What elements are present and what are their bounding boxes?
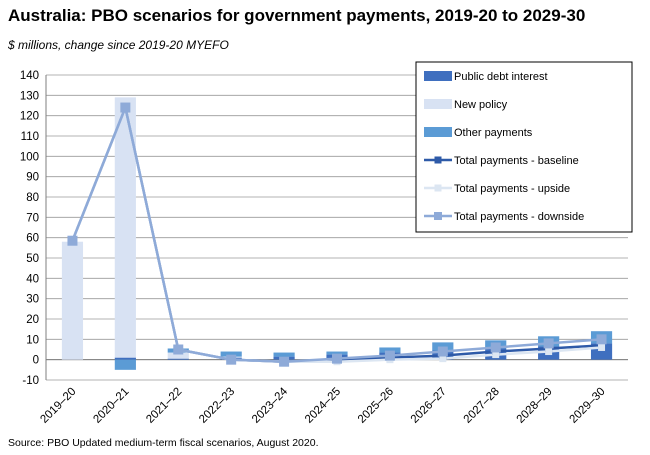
downside-marker <box>279 356 290 367</box>
downside-marker <box>120 102 131 113</box>
legend-label: New policy <box>454 99 508 111</box>
public-debt-interest-bar <box>114 357 136 360</box>
x-tick-label: 2019–20 <box>38 386 78 426</box>
source-note: Source: PBO Updated medium-term fiscal s… <box>8 437 319 449</box>
x-tick-label: 2025–26 <box>356 386 396 426</box>
y-tick-label: 40 <box>26 273 39 285</box>
y-tick-label: 90 <box>26 172 39 184</box>
y-tick-label: 100 <box>20 151 39 163</box>
chart-subtitle: $ millions, change since 2019-20 MYEFO <box>8 38 229 52</box>
y-tick-label: 110 <box>21 131 39 143</box>
upside-marker <box>598 343 606 351</box>
downside-marker <box>226 354 237 365</box>
y-tick-label: 60 <box>26 233 39 245</box>
x-tick-label: 2023–24 <box>250 385 291 426</box>
x-tick-label: 2028–29 <box>515 386 555 426</box>
legend-swatch-public-debt-interest-bar <box>424 71 452 81</box>
y-tick-label: 70 <box>26 212 39 224</box>
x-tick-label: 2021–22 <box>144 386 184 426</box>
new-policy-bar <box>167 352 189 359</box>
downside-marker <box>173 344 184 355</box>
y-tick-label: 50 <box>26 253 39 265</box>
y-tick-label: 120 <box>20 111 39 123</box>
y-axis: -10 0 10 20 30 40 50 60 70 80 90 100 110 120 130 140 <box>20 70 628 387</box>
downside-marker <box>490 342 501 353</box>
x-tick-label: 2029–30 <box>568 386 608 426</box>
x-tick-label: 2024–25 <box>303 386 343 426</box>
legend-swatch-new-policy-bar <box>424 99 452 109</box>
x-axis: 2019–20 2020–21 2021–22 2022–23 2023–24 2024–… <box>38 385 607 426</box>
x-tick-label: 2027–28 <box>462 386 502 426</box>
legend-swatch-other-payments-bar <box>424 127 452 137</box>
downside-marker <box>332 353 342 364</box>
public-debt-interest-bar <box>167 358 189 360</box>
other-payments-bar <box>273 352 295 357</box>
downside-marker <box>437 346 448 357</box>
upside-marker <box>492 351 500 359</box>
legend-label: Total payments - baseline <box>454 155 579 167</box>
legend-label: Total payments - downside <box>454 211 584 223</box>
legend-box <box>415 61 633 233</box>
other-payments-bar <box>432 342 454 351</box>
y-tick-label: -10 <box>22 375 39 387</box>
y-tick-label: 0 <box>33 355 39 367</box>
other-payments-bar <box>220 351 242 357</box>
y-tick-label: 80 <box>26 192 39 204</box>
legend: Public debt interest New policy Other paym… <box>415 61 633 233</box>
upside-marker <box>439 355 447 363</box>
x-tick-label: 2022–23 <box>197 386 237 426</box>
downside-marker <box>543 338 554 349</box>
y-tick-label: 20 <box>26 314 39 326</box>
chart-title: Australia: PBO scenarios for government … <box>8 6 586 25</box>
legend-marker-upside-line <box>434 184 442 192</box>
x-tick-label: 2026–27 <box>409 386 449 426</box>
downside-marker <box>67 235 78 246</box>
downside-marker <box>596 334 607 345</box>
upside-marker <box>545 348 553 356</box>
y-tick-label: 130 <box>20 90 39 102</box>
other-payments-bar <box>379 347 401 353</box>
y-tick-label: 30 <box>26 294 39 306</box>
x-tick-label: 2020–21 <box>91 386 131 426</box>
other-payments-bar <box>114 359 136 370</box>
other-payments-bar <box>326 351 348 355</box>
new-policy-bar <box>61 241 84 360</box>
downside-marker <box>384 350 395 361</box>
new-policy-bar <box>114 97 136 358</box>
legend-label: Other payments <box>454 127 533 139</box>
legend-label: Total payments - upside <box>454 183 570 195</box>
legend-marker-baseline-line <box>434 156 442 164</box>
legend-label: Public debt interest <box>454 71 548 83</box>
y-tick-label: 10 <box>26 334 39 346</box>
legend-marker-downside-line <box>434 212 442 220</box>
line-marks <box>67 102 607 367</box>
y-tick-label: 140 <box>20 70 39 82</box>
